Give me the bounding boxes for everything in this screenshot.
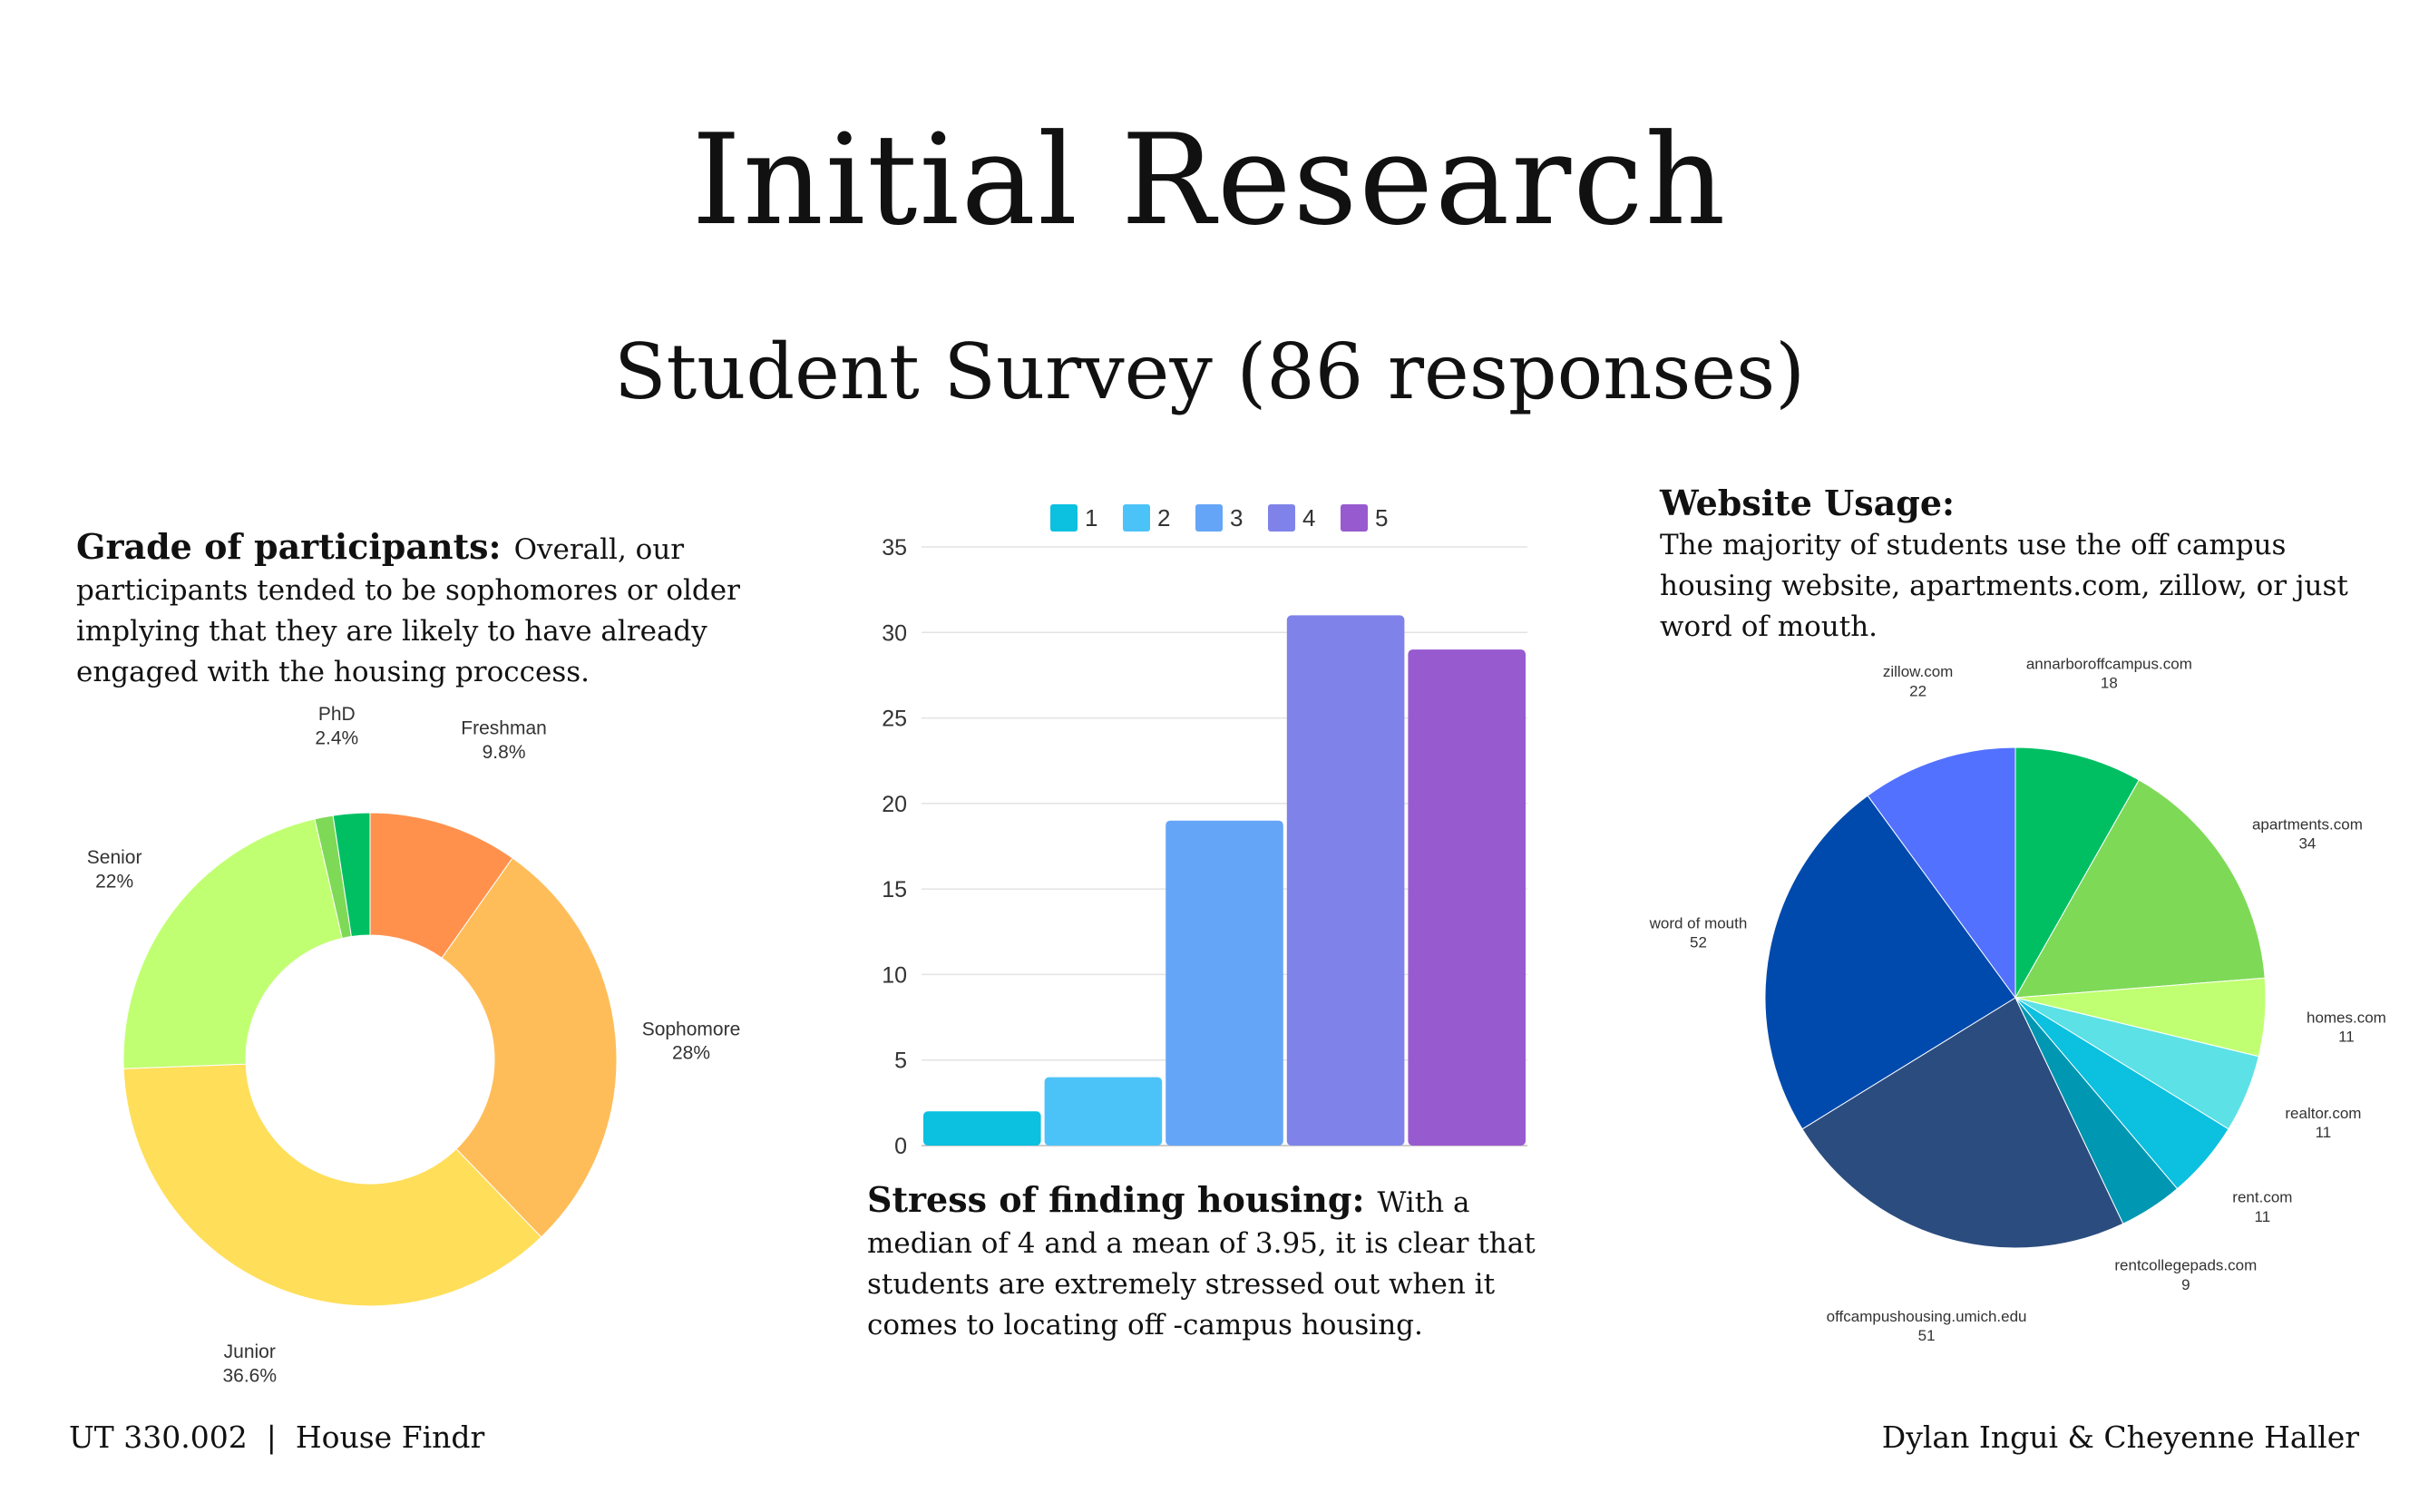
donut-slice-5 xyxy=(332,812,371,938)
bar-legend-label-4: 4 xyxy=(1302,504,1315,532)
bar-legend-swatch-1 xyxy=(1050,504,1078,532)
bar-ytick-5: 5 xyxy=(894,1049,907,1074)
bar-ytick-20: 20 xyxy=(882,792,907,817)
pie-slice-1 xyxy=(2014,779,2266,999)
bar-ytick-25: 25 xyxy=(882,707,907,732)
bar-legend-swatch-2 xyxy=(1123,504,1150,532)
pie-slice-0 xyxy=(2014,746,2140,1000)
donut-label-sophomore: Sophomore 28% xyxy=(642,1019,741,1063)
website-heading: Website Usage: xyxy=(1660,483,1956,523)
pie-label-homes-com: homes.com 11 xyxy=(2307,1009,2386,1045)
donut-label-senior: Senior 22% xyxy=(87,847,142,892)
pie-slice-6 xyxy=(1801,997,2124,1249)
stress-body: With a median of 4 and a mean of 3.95, i… xyxy=(867,1186,1536,1341)
bar-ytick-30: 30 xyxy=(882,620,907,646)
pie-label-annarboroffcampus-com: annarboroffcampus.com 18 xyxy=(2026,655,2192,691)
bar-legend-label-1: 1 xyxy=(1085,504,1097,532)
bar-4 xyxy=(1286,615,1405,1146)
website-body: The majority of students use the off cam… xyxy=(1660,529,2348,643)
pie-label-offcampushousing-umich-edu: offcampushousing.umich.edu 51 xyxy=(1827,1308,2027,1344)
page-subtitle: Student Survey (86 responses) xyxy=(613,327,1806,416)
bar-ytick-35: 35 xyxy=(882,535,907,561)
pie-slice-8 xyxy=(1867,746,2016,1000)
pie-label-realtor-com: realtor.com 11 xyxy=(2285,1105,2361,1141)
grade-heading: Grade of participants: xyxy=(76,526,502,567)
bar-3 xyxy=(1166,820,1283,1146)
bar-ytick-0: 0 xyxy=(894,1134,907,1159)
bar-legend-label-5: 5 xyxy=(1375,504,1388,532)
website-pie-chart: annarboroffcampus.com 18 apartments.com 34 h… xyxy=(1649,655,2386,1344)
donut-label-freshman: Freshman 9.8% xyxy=(461,718,547,763)
bar-ytick-15: 15 xyxy=(882,877,907,902)
stress-heading: Stress of finding housing: xyxy=(867,1179,1365,1220)
bar-legend-swatch-4 xyxy=(1268,504,1295,532)
bar-legend-swatch-5 xyxy=(1341,504,1368,532)
donut-label-junior: Junior 36.6% xyxy=(222,1341,277,1386)
footer-course: UT 330.002 | House Findr xyxy=(69,1419,485,1455)
grade-body: Overall, our participants tended to be s… xyxy=(76,533,740,688)
stress-description: Stress of finding housing: With a median … xyxy=(867,1179,1538,1346)
pie-label-word-of-mouth: word of mouth 52 xyxy=(1649,914,1748,951)
pie-label-apartments-com: apartments.com 34 xyxy=(2252,815,2363,852)
page-title: Initial Research xyxy=(691,107,1728,253)
bar-ytick-10: 10 xyxy=(882,962,907,988)
bar-legend-swatch-3 xyxy=(1195,504,1223,532)
grade-donut-chart: Freshman 9.8% Sophomore 28% Junior 36.6% Senio… xyxy=(87,704,740,1386)
grade-description: Grade of participants: Overall, our parti… xyxy=(76,526,766,693)
bar-1 xyxy=(923,1111,1041,1146)
bar-legend-label-3: 3 xyxy=(1230,504,1243,532)
bar-legend-label-2: 2 xyxy=(1157,504,1170,532)
donut-slice-1 xyxy=(441,857,618,1238)
donut-label-phd: PhD 2.4% xyxy=(315,704,358,748)
bar-2 xyxy=(1044,1077,1163,1146)
bar-5 xyxy=(1408,649,1526,1146)
donut-slice-3 xyxy=(122,818,343,1069)
pie-slice-7 xyxy=(1764,795,2016,1130)
stress-bar-chart: 0 5 10 15 20 25 30 35 1 2 3 4 5 xyxy=(882,504,1527,1159)
website-description: Website Usage: The majority of students u… xyxy=(1660,483,2349,648)
pie-label-rentcollegepads-com: rentcollegepads.com 9 xyxy=(2114,1257,2257,1293)
pie-label-zillow-com: zillow.com 22 xyxy=(1883,663,1953,699)
pie-label-rent-com: rent.com 11 xyxy=(2232,1189,2292,1225)
donut-slice-2 xyxy=(122,1063,542,1307)
footer-authors: Dylan Ingui & Cheyenne Haller xyxy=(1881,1419,2359,1455)
